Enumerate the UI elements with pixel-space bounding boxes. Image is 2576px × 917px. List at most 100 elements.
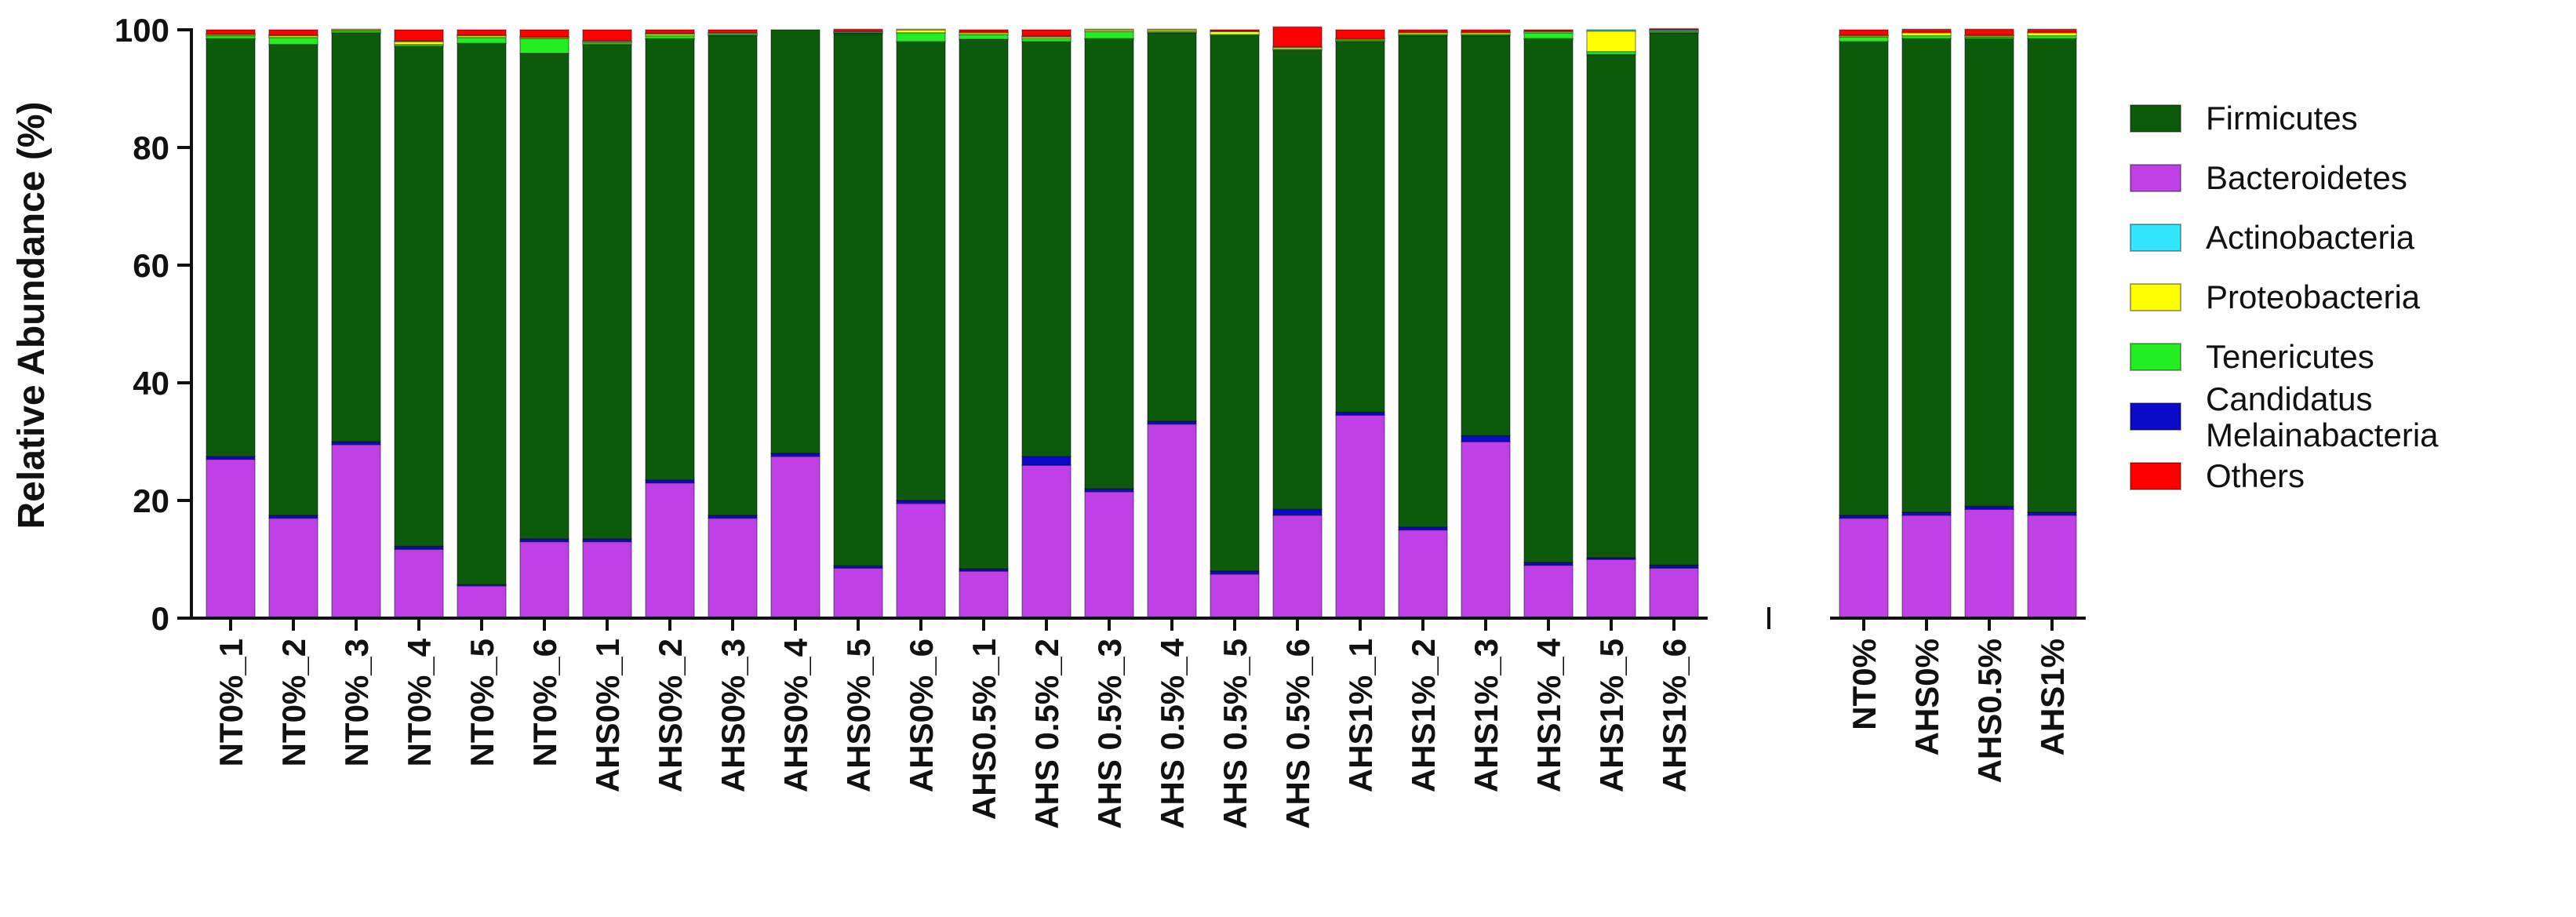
x-tick-label: AHS 0.5%_2: [1028, 639, 1065, 829]
bar-segment: [1084, 491, 1134, 619]
legend-label: Actinobacteria: [2206, 219, 2415, 256]
bar-segment: [1461, 441, 1511, 619]
bar-segment: [770, 456, 820, 619]
bar-segment: [1272, 49, 1323, 510]
bar-segment: [1901, 28, 1952, 33]
legend-swatch: [2130, 462, 2181, 490]
bar-segment: [582, 44, 632, 540]
bar-segment: [1461, 35, 1511, 437]
legend-swatch: [2130, 343, 2181, 371]
x-tick-label: AHS0%_3: [715, 639, 751, 792]
bar-segment: [645, 38, 695, 481]
legend-label: Firmicutes: [2206, 100, 2358, 136]
bar-segment: [896, 503, 946, 619]
y-tick-label: 80: [133, 129, 169, 166]
bar-segment: [1901, 38, 1952, 513]
bar-segment: [1839, 29, 1889, 36]
bar-segment: [1586, 53, 1636, 559]
bar-segment: [1210, 29, 1260, 32]
bar-segment: [1210, 35, 1260, 572]
bar-segment: [1335, 41, 1385, 413]
bar-segment: [1147, 423, 1197, 619]
bar-segment: [1839, 41, 1889, 516]
x-tick-label: NT0%: [1846, 639, 1883, 730]
bar-segment: [833, 32, 883, 566]
bar-segment: [1649, 567, 1699, 619]
y-tick-label: 100: [115, 12, 169, 49]
x-tick-label: AHS 0.5%_5: [1217, 639, 1253, 829]
x-tick-label: AHS 0.5%_3: [1091, 639, 1128, 829]
bar-segment: [1272, 26, 1323, 48]
bar-segment: [1398, 35, 1448, 528]
bar-segment: [582, 29, 632, 42]
bar-segment: [959, 38, 1009, 569]
bar-segment: [394, 548, 444, 619]
bar-segment: [519, 29, 569, 38]
bar-segment: [1210, 573, 1260, 619]
legend-label: Candidatus Melainabacteria: [2206, 380, 2439, 453]
x-tick-label: NT0%_3: [338, 639, 375, 766]
axes-layer: [190, 28, 2086, 629]
y-tick-label: 60: [133, 247, 169, 284]
bar-segment: [2027, 38, 2077, 513]
bar-segment: [331, 28, 381, 31]
x-tick-label: AHS0%_5: [840, 639, 877, 792]
bar-segment: [394, 29, 444, 42]
bar-segment: [2027, 515, 2077, 619]
y-axis-title: Relative Abundance (%): [11, 102, 53, 529]
bar-segment: [896, 28, 946, 31]
bar-segment: [896, 41, 946, 501]
x-tick-label: NT0%_6: [526, 639, 563, 766]
x-ticks: NT0%_1 NT0%_2 NT0%_3 NT0%_4 NT0%_5 NT0%_6 AHS0…: [213, 618, 2071, 829]
bar-segment: [1523, 38, 1574, 563]
y-tick-label: 20: [133, 482, 169, 519]
bar-segment: [959, 570, 1009, 619]
bar-segment: [645, 29, 695, 35]
bar-segment: [457, 42, 507, 585]
bar-segment: [1084, 38, 1134, 489]
bar-segment: [1586, 29, 1636, 32]
bar-segment: [645, 482, 695, 619]
legend-swatch: [2130, 104, 2181, 133]
bar-segment: [268, 37, 318, 45]
bar-segment: [457, 37, 507, 44]
x-tick-label: NT0%_1: [213, 639, 249, 766]
legend-swatch: [2130, 402, 2181, 431]
bar-segment: [1523, 564, 1574, 619]
bar-segment: [708, 517, 758, 619]
bar-segment: [1021, 456, 1072, 466]
x-tick-label: AHS 0.5%_4: [1154, 638, 1191, 828]
x-tick-label: AHS0%_1: [589, 639, 626, 792]
bar-segment: [268, 29, 318, 36]
bar-segment: [833, 28, 883, 32]
bar-segment: [1335, 414, 1385, 619]
bar-segment: [1964, 38, 2014, 508]
x-tick-label: NT0%_2: [275, 639, 312, 766]
legend-swatch: [2130, 164, 2181, 192]
x-tick-label: AHS0%_2: [652, 639, 689, 792]
bar-segment: [708, 35, 758, 516]
bar-segment: [519, 38, 569, 54]
bar-segment: [1964, 28, 2014, 36]
bar-segment: [1021, 41, 1072, 457]
bar-segment: [394, 45, 444, 548]
bar-segment: [1839, 36, 1889, 42]
bar-segment: [1649, 27, 1699, 31]
bar-segment: [1964, 508, 2014, 619]
bar-segment: [206, 458, 256, 619]
x-tick-label: AHS0.5%: [1971, 639, 2008, 783]
legend-label: Tenericutes: [2206, 338, 2374, 375]
x-tick-label: AHS0%: [1908, 639, 1945, 755]
bar-segment: [959, 29, 1009, 33]
legend-swatch: [2130, 224, 2181, 252]
x-tick-label: AHS1%: [2034, 639, 2071, 755]
y-ticks: 0 20 40 60 80 100: [115, 12, 191, 637]
bar-segment: [1398, 529, 1448, 619]
bar-segment: [833, 567, 883, 619]
bar-segment: [1586, 559, 1636, 619]
bar-segment: [1901, 515, 1952, 619]
bar-segment: [896, 32, 946, 42]
bar-segment: [1586, 30, 1636, 53]
bar-segment: [1839, 517, 1889, 619]
